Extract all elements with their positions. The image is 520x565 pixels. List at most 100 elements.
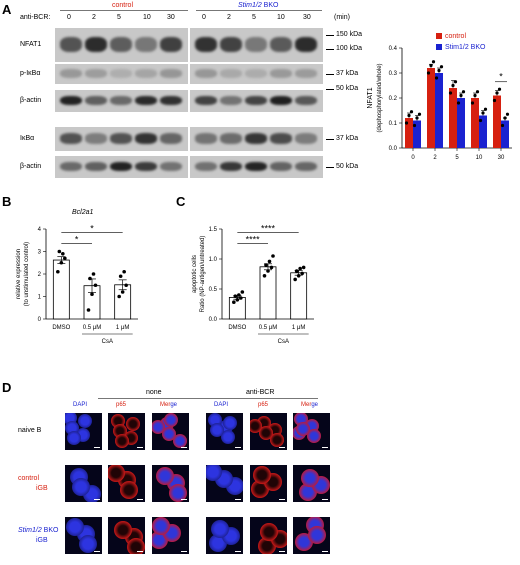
cell-blob (253, 466, 271, 484)
timepoint-label: 30 (303, 14, 311, 21)
data-point (262, 274, 267, 278)
scale-bar (94, 499, 100, 500)
row-sublabel: iGB (36, 485, 48, 492)
data-point (239, 296, 243, 300)
scale-bar (279, 447, 285, 448)
blot-strip (55, 127, 188, 151)
bar (413, 120, 421, 148)
y-axis-label: relative expression (16, 249, 22, 299)
legend-label: control (445, 33, 466, 40)
cell-blob (259, 426, 273, 440)
cell-blob (307, 429, 321, 443)
x-tick-label: DMSO (52, 325, 70, 331)
scale-bar (94, 447, 100, 448)
timepoint-label: 10 (143, 14, 151, 21)
micrograph (108, 517, 145, 554)
data-point (61, 251, 65, 256)
y-tick-label: 0.1 (389, 121, 398, 127)
legend-swatch (436, 33, 442, 39)
data-point (293, 277, 297, 282)
scale-bar (94, 551, 100, 552)
blot-band (270, 69, 292, 78)
blot-band (60, 133, 82, 144)
data-point (298, 266, 302, 271)
bar (501, 120, 509, 148)
data-point (267, 259, 272, 264)
data-point (475, 90, 480, 94)
blot-row-label: β-actin (20, 97, 42, 104)
data-point (269, 265, 274, 270)
cell-blob (120, 481, 138, 499)
data-point (461, 90, 466, 94)
panel-c-label: C (176, 194, 186, 209)
marker-label: 50 kDa (336, 85, 359, 92)
marker-tick (326, 89, 334, 90)
blot-strip (190, 127, 323, 151)
data-point (240, 290, 245, 294)
data-point (495, 91, 499, 95)
data-point (120, 290, 125, 294)
cond-none-line (98, 398, 208, 399)
micrograph (206, 517, 243, 554)
cell-blob (164, 413, 178, 427)
x-group-label: CsA (102, 339, 113, 345)
data-point (56, 269, 60, 274)
micrograph (293, 517, 330, 554)
data-point (271, 254, 275, 258)
cell-blob (108, 465, 125, 482)
data-point (412, 123, 417, 128)
blot-band (135, 161, 157, 172)
marker-tick (326, 74, 334, 75)
blot-band (270, 95, 292, 106)
scale-bar (322, 551, 328, 552)
scale-bar (137, 447, 143, 448)
data-point (57, 249, 62, 254)
scale-bar (181, 447, 187, 448)
blot-row-label: NFAT1 (20, 41, 42, 48)
micrograph (293, 465, 330, 502)
marker-tick (326, 139, 334, 140)
blot-band (135, 36, 157, 52)
data-point (470, 101, 475, 105)
timepoint-label: 0 (202, 14, 206, 21)
bar (405, 118, 413, 148)
cell-blob (223, 416, 237, 430)
bar (259, 266, 277, 320)
group-control-label: control (112, 2, 134, 9)
data-point (59, 260, 64, 265)
micrograph (206, 465, 243, 502)
data-point (431, 60, 436, 64)
data-point (459, 93, 463, 98)
marker-tick (326, 49, 334, 50)
marker-tick (326, 167, 334, 168)
data-point (118, 274, 123, 279)
cell-blob (78, 414, 92, 428)
data-point (407, 113, 411, 118)
data-point (264, 263, 268, 267)
blot-band (60, 95, 82, 106)
y-tick-label: 0.5 (209, 287, 218, 293)
x-tick-label: 2 (433, 155, 437, 161)
blot-band (110, 36, 132, 52)
cell-blob (210, 423, 224, 437)
channel-label: Merge (301, 402, 319, 408)
cell-blob (127, 538, 145, 554)
channel-label: Merge (160, 402, 178, 408)
blot-band (135, 133, 157, 144)
data-point (503, 116, 507, 120)
blot-strip (190, 156, 323, 178)
bar (493, 95, 501, 148)
cell-blob (169, 484, 187, 502)
marker-label: 37 kDa (336, 70, 359, 77)
x-group-label: CsA (278, 339, 289, 345)
channel-label: p65 (116, 402, 127, 408)
bar (479, 115, 487, 148)
data-point (448, 91, 453, 95)
scale-bar (235, 447, 241, 448)
bar (449, 88, 457, 148)
x-tick-label: 5 (455, 155, 459, 161)
scale-bar (279, 551, 285, 552)
data-point (417, 112, 422, 116)
cell-blob (211, 520, 229, 538)
cell-blob (152, 420, 165, 434)
